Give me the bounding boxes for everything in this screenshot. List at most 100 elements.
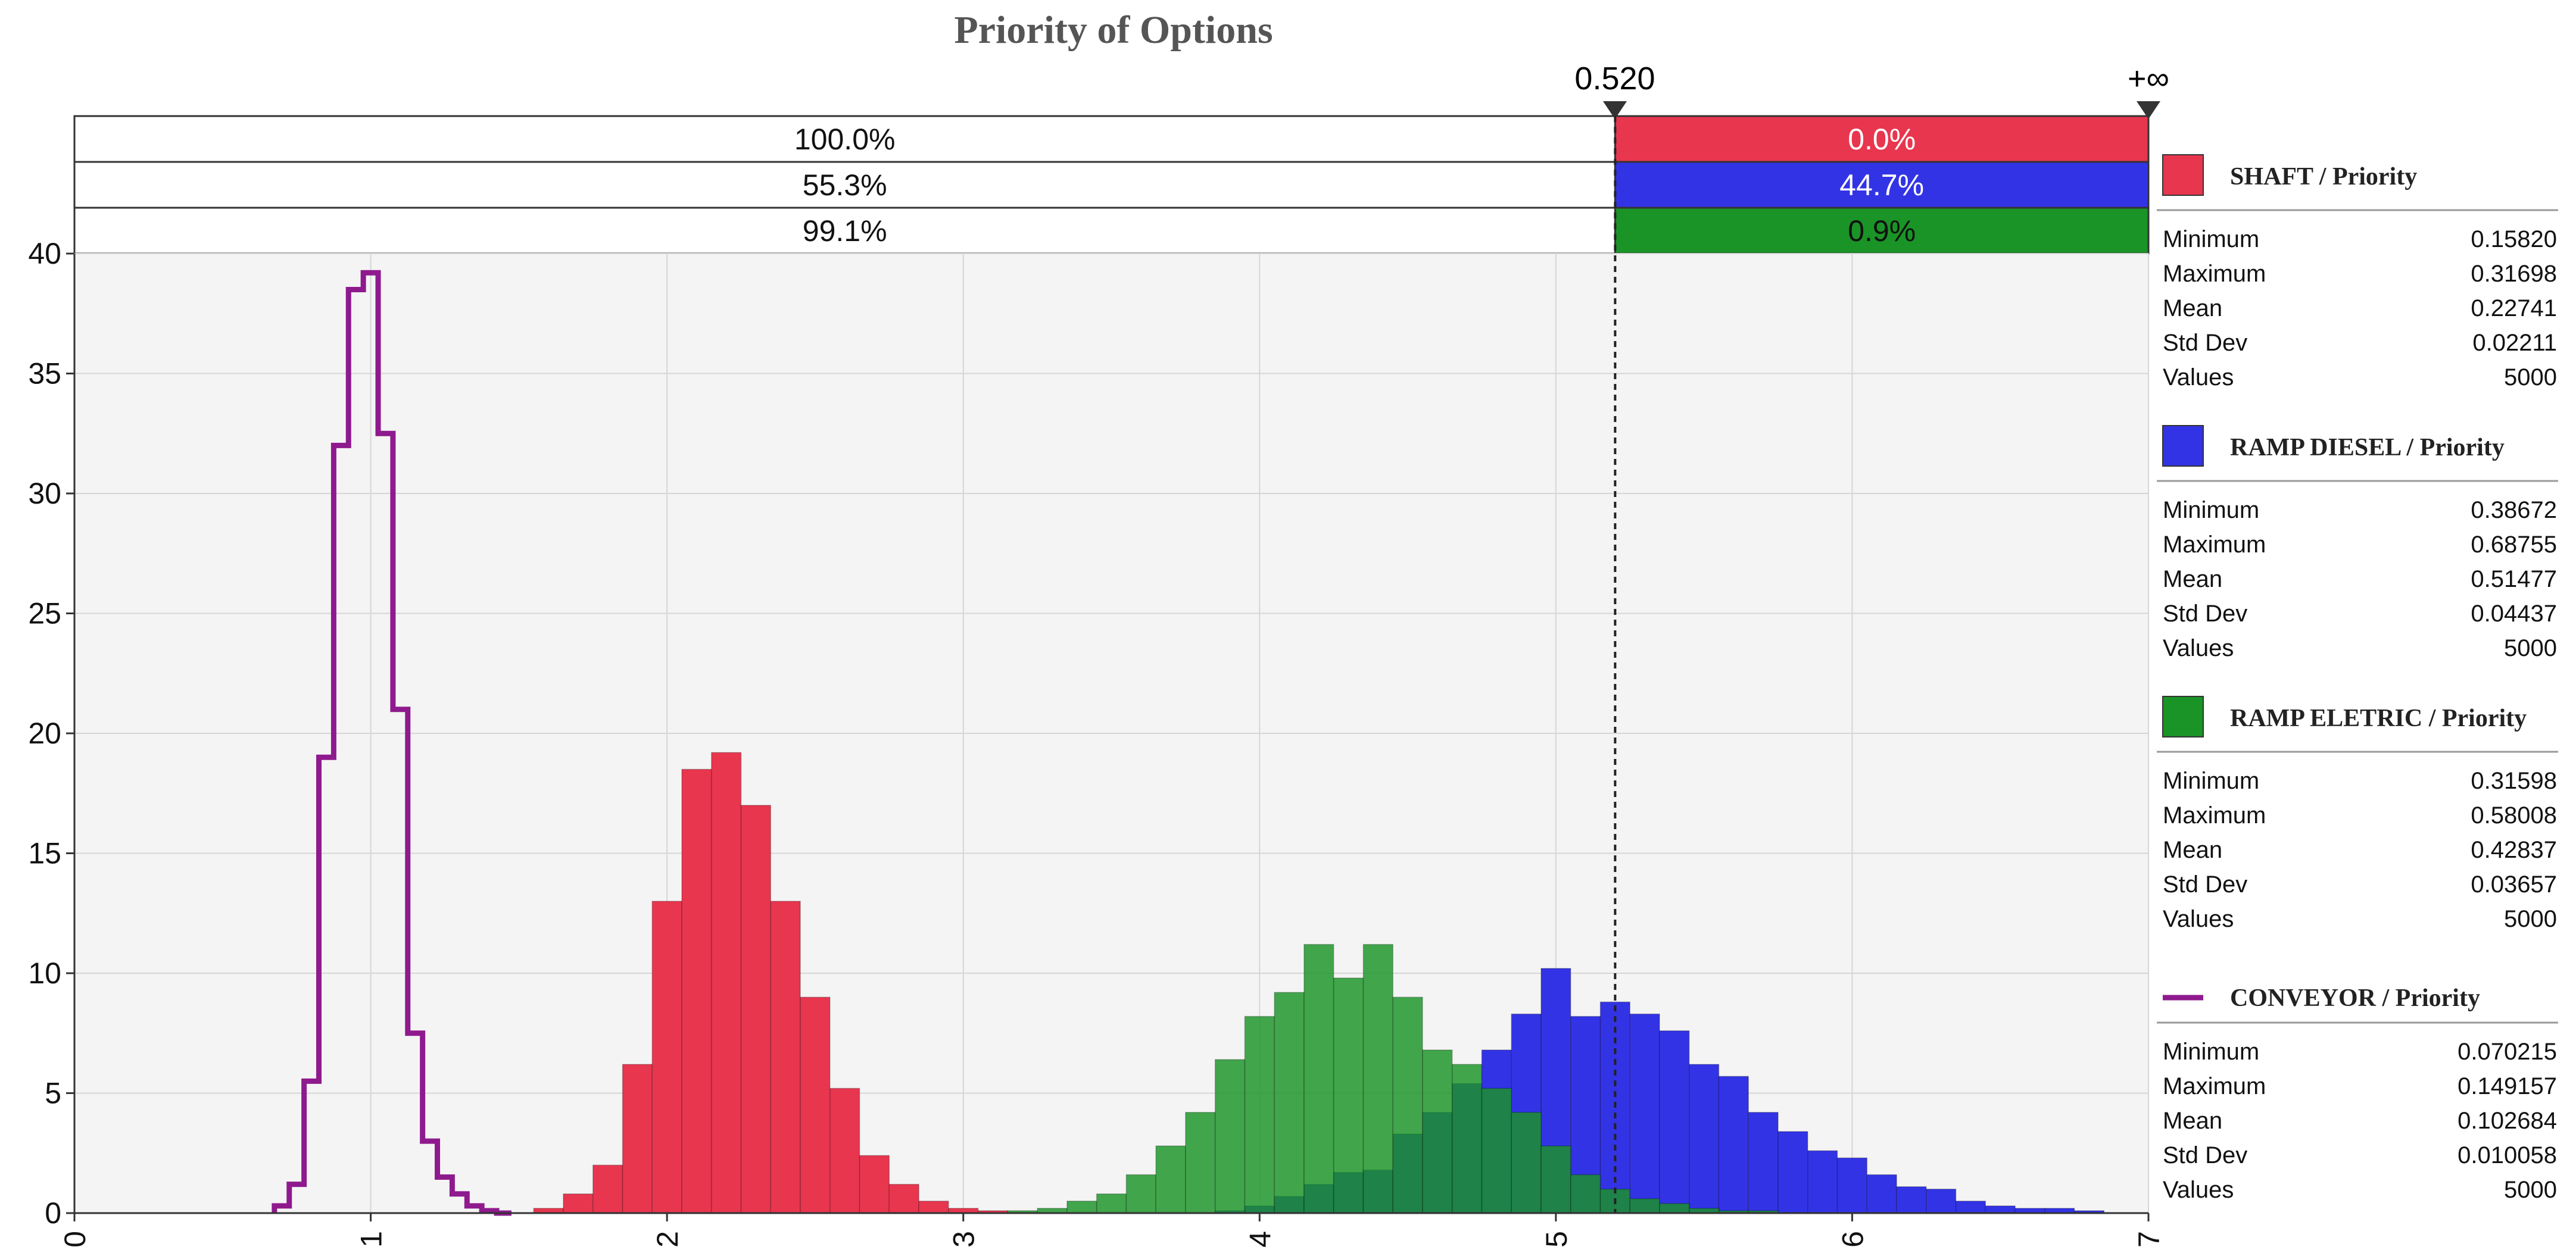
histogram-bar <box>800 996 831 1214</box>
histogram-bar <box>681 768 712 1214</box>
histogram-bar <box>1274 992 1305 1214</box>
histogram-bar <box>1866 1174 1897 1214</box>
stats-label: Minimum <box>2163 497 2259 523</box>
histogram-bar <box>770 901 801 1214</box>
x-tick-label: 0.5 <box>1540 1231 1573 1247</box>
y-tick-label: 0 <box>45 1196 61 1230</box>
stats-label: Maximum <box>2163 532 2266 558</box>
stats-value: 0.010058 <box>2458 1142 2557 1168</box>
y-axis-ticks: 0 5 10 15 20 25 30 35 40 <box>28 237 74 1230</box>
histogram-bar <box>1540 1145 1571 1214</box>
x-tick-label: 0.3 <box>947 1231 981 1247</box>
histogram-bar <box>1333 977 1364 1214</box>
band-right-label: 0.9% <box>1848 214 1916 248</box>
stats-value: 0.102684 <box>2458 1108 2557 1134</box>
band-right-label: 0.0% <box>1848 123 1916 156</box>
histogram-bar <box>1570 1174 1601 1214</box>
y-tick-label: 35 <box>28 357 61 390</box>
histogram-bar <box>1629 1013 1660 1214</box>
x-axis-ticks: 0.0 0.1 0.2 0.3 0.4 0.5 0.6 0.7 <box>58 1213 2166 1250</box>
stats-label: Minimum <box>2163 1039 2259 1065</box>
stats-value: 0.51477 <box>2471 566 2557 592</box>
histogram-bar <box>1096 1193 1127 1214</box>
y-tick-label: 10 <box>28 957 61 990</box>
x-tick-label: 0.2 <box>651 1231 684 1247</box>
histogram-bar <box>1896 1186 1927 1214</box>
histogram-bar <box>1511 1111 1542 1214</box>
stats-label: Mean <box>2163 1108 2222 1134</box>
histogram-bar <box>1689 1064 1720 1214</box>
histogram-bar <box>622 1064 653 1214</box>
histogram-bars <box>533 752 2105 1214</box>
stats-value: 0.02211 <box>2472 330 2557 356</box>
marker-left-triangle <box>1603 101 1627 119</box>
stats-value: 5000 <box>2504 635 2557 661</box>
histogram-bar <box>1451 1064 1483 1214</box>
stats-value: 0.68755 <box>2471 532 2557 558</box>
y-tick-label: 30 <box>28 477 61 510</box>
legend-color-swatch <box>2162 154 2204 196</box>
stats-label: Maximum <box>2163 802 2266 829</box>
histogram-bar <box>1659 1030 1690 1214</box>
legend-color-swatch <box>2162 696 2204 738</box>
x-tick-label: 0.4 <box>1243 1231 1277 1247</box>
histogram-bar <box>1807 1150 1838 1214</box>
plot-area <box>73 116 2149 1216</box>
stats-label: Minimum <box>2163 768 2259 794</box>
statistics-panel: SHAFT / Priority Minimum 0.15820 Maximum 0.3… <box>2157 154 2558 1203</box>
stats-label: Mean <box>2163 295 2222 321</box>
y-tick-label: 15 <box>28 837 61 870</box>
stats-value: 0.22741 <box>2471 295 2557 321</box>
conveyor-step-line <box>272 270 512 1216</box>
histogram-bar <box>829 1088 860 1214</box>
band-left-cell <box>73 115 1616 163</box>
band-left-label: 55.3% <box>803 168 887 202</box>
histogram-bar <box>1718 1076 1749 1214</box>
stats-label: Maximum <box>2163 261 2266 287</box>
histogram-bar <box>651 901 682 1214</box>
stats-value: 0.31598 <box>2471 768 2557 794</box>
x-tick-label: 0.0 <box>58 1231 92 1247</box>
legend-series-name: RAMP ELETRIC / Priority <box>2230 705 2527 732</box>
histogram-bar <box>1926 1188 1957 1214</box>
histogram-bar <box>1422 1049 1453 1214</box>
stats-label: Minimum <box>2163 226 2259 252</box>
histogram-bar <box>1955 1201 1986 1214</box>
histogram-bar <box>1836 1157 1868 1214</box>
histogram-bar <box>918 1201 949 1214</box>
marker-left-label: 0.520 <box>1574 61 1655 96</box>
stats-value: 0.04437 <box>2471 601 2557 627</box>
band-right-label: 44.7% <box>1839 168 1924 202</box>
y-tick-label: 20 <box>28 717 61 750</box>
band-left-label: 100.0% <box>794 123 896 156</box>
y-tick-label: 40 <box>28 237 61 270</box>
histogram-bar <box>592 1164 623 1214</box>
stats-label: Std Dev <box>2163 871 2247 898</box>
band-right-cell <box>1614 115 2150 163</box>
stats-label: Std Dev <box>2163 330 2247 356</box>
stats-value: 0.149157 <box>2458 1073 2557 1099</box>
stats-value: 5000 <box>2504 364 2557 390</box>
legend-series-name: RAMP DIESEL / Priority <box>2230 434 2505 461</box>
marker-right-triangle <box>2137 101 2160 119</box>
stats-value: 0.38672 <box>2471 497 2557 523</box>
stats-label: Values <box>2163 635 2234 661</box>
histogram-bar <box>1629 1198 1660 1214</box>
legend-series-name: SHAFT / Priority <box>2230 163 2417 190</box>
histogram-bar <box>888 1183 919 1214</box>
histogram-bar <box>1125 1174 1156 1214</box>
band-left-cell <box>73 161 1616 209</box>
stats-value: 0.58008 <box>2471 802 2557 829</box>
stats-label: Mean <box>2163 566 2222 592</box>
x-tick-label: 0.7 <box>2132 1231 2166 1247</box>
stats-label: Std Dev <box>2163 1142 2247 1168</box>
histogram-bar <box>1244 1015 1275 1214</box>
stats-label: Std Dev <box>2163 601 2247 627</box>
histogram-bar <box>1748 1111 1779 1214</box>
histogram-bar <box>1155 1145 1186 1214</box>
marker-labels: 0.520 +∞ <box>1574 61 2169 119</box>
stats-label: Maximum <box>2163 1073 2266 1099</box>
stats-value: 0.31698 <box>2471 261 2557 287</box>
histogram-bar <box>1362 943 1393 1214</box>
